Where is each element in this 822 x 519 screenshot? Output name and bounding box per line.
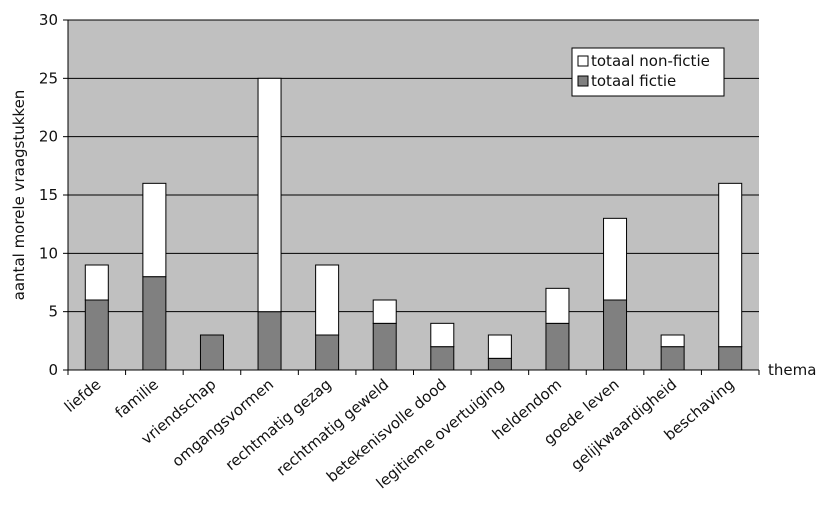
legend-swatch	[577, 75, 589, 87]
legend-box	[571, 47, 725, 97]
bar-segment-non-fictie	[257, 77, 282, 313]
y-tick-label: 20	[39, 128, 58, 146]
bar-segment-fictie	[487, 357, 512, 371]
bar-segment-fictie	[603, 299, 628, 371]
bar-segment-non-fictie	[84, 264, 109, 301]
x-tick-label: gelijkwaardigheid	[567, 375, 680, 474]
legend-label: totaal non-fictie	[591, 52, 710, 70]
bar-segment-fictie	[199, 334, 224, 371]
bar-segment-fictie	[430, 346, 455, 371]
bar-segment-non-fictie	[545, 287, 570, 324]
y-tick-label: 5	[48, 303, 58, 321]
y-tick-labels: 0 5 10 15 20 25 30	[39, 11, 58, 379]
legend-swatch	[577, 55, 589, 67]
x-tick-labels: liefde familievriendschapomgangsvormenrec…	[61, 375, 738, 492]
legend-label: totaal fictie	[591, 72, 676, 90]
bar-segment-non-fictie	[372, 299, 397, 324]
axes	[67, 20, 759, 371]
x-tick-label: rechtmatig gezag	[222, 375, 335, 474]
bar-segment-fictie	[84, 299, 109, 371]
y-tick-label: 0	[48, 361, 58, 379]
bar-segment-fictie	[660, 346, 685, 371]
bars-group	[84, 77, 743, 371]
x-tick-label: familie	[111, 375, 162, 421]
x-tick-label: omgangsvormen	[169, 375, 278, 470]
y-axis-label: aantal morele vraagstukken	[10, 90, 28, 301]
x-tick-label: liefde	[61, 375, 104, 416]
bar-segment-fictie	[545, 322, 570, 371]
bar-segment-fictie	[257, 311, 282, 371]
bar-segment-non-fictie	[430, 322, 455, 348]
bar-segment-non-fictie	[603, 217, 628, 301]
x-axis-label: thema	[768, 361, 816, 379]
y-tick-label: 10	[39, 244, 58, 262]
bar-segment-non-fictie	[487, 334, 512, 359]
y-tick-label: 15	[39, 186, 58, 204]
bar-segment-non-fictie	[142, 182, 167, 278]
bar-segment-fictie	[142, 276, 167, 371]
y-tick-label: 25	[39, 69, 58, 87]
bar-segment-fictie	[718, 346, 743, 371]
bar-segment-non-fictie	[660, 334, 685, 348]
legend: totaal non-fictie totaal fictie	[571, 47, 725, 97]
bar-segment-fictie	[372, 322, 397, 371]
y-tick-label: 30	[39, 11, 58, 29]
bar-segment-non-fictie	[315, 264, 340, 336]
bar-segment-non-fictie	[718, 182, 743, 348]
bar-segment-fictie	[315, 334, 340, 371]
